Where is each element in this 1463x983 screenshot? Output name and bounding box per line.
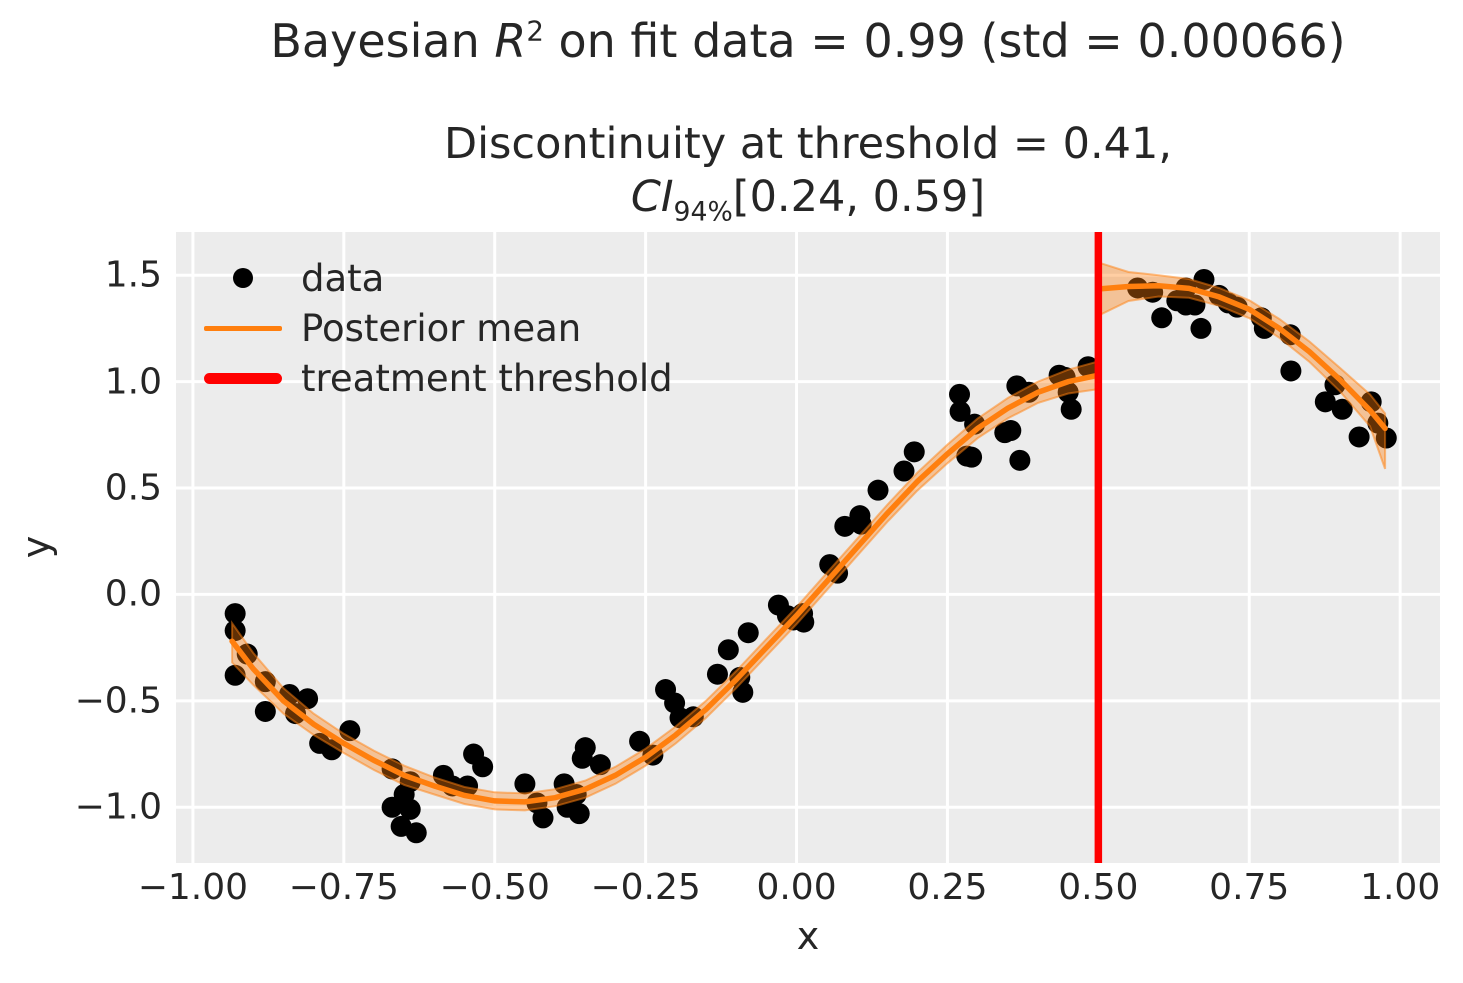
posterior-mean-line [1095,283,1388,432]
data-point [514,773,536,795]
data-point [1009,449,1031,471]
ci-symbol: CI [630,172,674,222]
x-tick-label: −0.25 [590,867,701,908]
data-point [1184,294,1206,316]
data-point [571,747,593,769]
data-point [737,622,759,644]
axes-title: Discontinuity at threshold = 0.41, CI94%… [443,118,1173,225]
legend-label-treatment-threshold: treatment threshold [301,356,673,400]
axes-title-line1: Discontinuity at threshold = 0.41, [443,119,1173,169]
x-tick-label: 1.00 [1360,867,1441,908]
treatment-threshold-line-icon [204,372,282,384]
data-point [472,756,494,778]
data-point [224,603,246,625]
data-point [568,803,590,825]
data-point [457,775,479,797]
data-point [706,663,728,685]
legend-swatch-area [204,372,282,384]
data-point [893,460,915,482]
x-tick-label: 0.75 [1209,867,1290,908]
posterior-mean-line [229,372,1102,805]
data-point [1151,307,1173,329]
figure-title-prefix: Bayesian [270,14,495,68]
y-tick-label: 0.5 [104,467,162,509]
figure-title-superscript: 2 [526,14,544,48]
y-tick-label: 1.5 [104,254,162,296]
x-tick-label: 0.50 [1058,867,1139,908]
x-tick-label: −0.50 [439,867,550,908]
plot-area: data Posterior mean treatment threshold [176,232,1440,863]
legend-swatch-area [204,268,282,288]
x-tick-label: −0.75 [288,867,399,908]
legend-item-data: data [204,253,673,303]
x-axis-label: x [796,914,820,958]
data-point [834,515,856,537]
y-tick-label: 0.0 [104,573,162,615]
axes-title-line2: CI94%[0.24, 0.59] [444,171,1172,225]
data-point [903,441,925,463]
legend-item-posterior-mean: Posterior mean [204,303,673,353]
figure-title-rest: on fit data = 0.99 (std = 0.00066) [543,14,1346,68]
data-point [1331,398,1353,420]
data-point [1060,398,1082,420]
data-point [254,700,276,722]
data-point [321,739,343,761]
legend-item-treatment-threshold: treatment threshold [204,353,673,403]
data-point [405,822,427,844]
data-point [381,796,403,818]
data-point [1375,427,1397,449]
data-point [1348,426,1370,448]
data-point [867,479,889,501]
data-point [1190,317,1212,339]
data-point [1057,381,1079,403]
ci-subscript: 94% [673,196,733,228]
data-point [532,807,554,829]
x-tick-label: −1.00 [137,867,249,908]
legend-label-posterior-mean: Posterior mean [301,306,582,350]
data-point [1077,356,1099,378]
data-point [949,383,971,405]
data-point [236,643,258,665]
credible-interval-band [1097,261,1387,470]
posterior-mean-line-icon [204,325,282,331]
figure-title-r-symbol: R [494,14,527,68]
y-tick-label: −0.5 [74,680,162,722]
y-tick-label: 1.0 [104,361,162,403]
y-axis-label: y [14,535,58,559]
x-tick-label: 0.00 [756,867,837,908]
data-point [949,400,971,422]
data-point [589,754,611,776]
legend: data Posterior mean treatment threshold [204,253,673,403]
data-point [399,798,421,820]
data-point [1000,420,1022,442]
x-tick-label: 0.25 [907,867,988,908]
legend-swatch-area [204,325,282,331]
data-point-marker-icon [233,268,253,288]
data-point [717,639,739,661]
data-point [961,446,983,468]
data-point [1280,360,1302,382]
data-point [1314,391,1336,413]
data-point [339,720,361,742]
figure-title: Bayesian R2 on fit data = 0.99 (std = 0.… [270,14,1345,68]
y-tick-label: −1.0 [74,786,162,828]
plot-canvas [176,232,1440,863]
legend-label-data: data [301,256,385,300]
ci-interval-text: [0.24, 0.59] [732,172,986,222]
data-point [629,730,651,752]
